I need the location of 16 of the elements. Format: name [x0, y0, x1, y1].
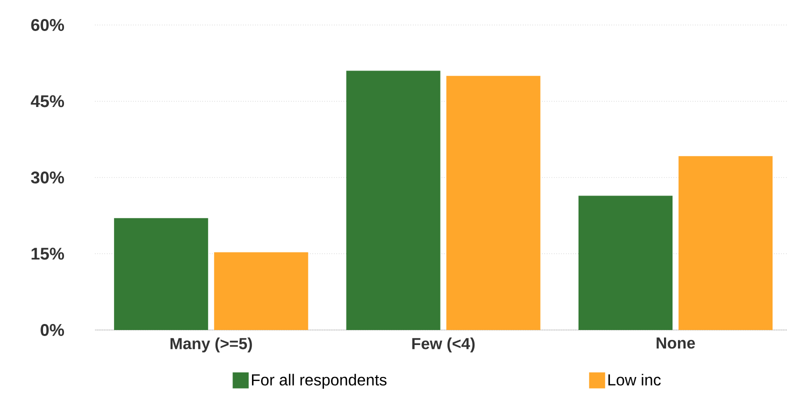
bar: [446, 76, 540, 330]
bar: [678, 156, 773, 330]
y-tick-label: 0%: [40, 324, 64, 336]
y-tick-label: 60%: [31, 19, 64, 31]
y-tick-label: 45%: [30, 95, 64, 108]
bar: [578, 196, 673, 330]
x-tick-label: Few (<4): [412, 338, 475, 352]
y-tick-label: 15%: [32, 248, 64, 260]
x-tick-label: None: [656, 338, 695, 349]
bar: [214, 252, 308, 330]
x-tick-label: Many (>=5): [170, 338, 252, 352]
bar: [114, 218, 208, 330]
legend-label: For all respondents: [252, 374, 387, 389]
legend-label: Low inc: [608, 374, 661, 386]
y-tick-label: 30%: [30, 171, 64, 184]
bar: [346, 70, 440, 330]
